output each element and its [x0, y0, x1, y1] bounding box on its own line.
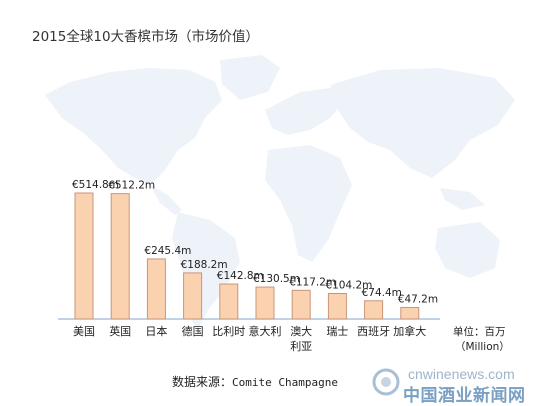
data-label: €104.2m [325, 279, 372, 291]
unit-label: 单位：百万 [453, 325, 506, 338]
data-label: €117.2m [289, 276, 336, 288]
category-label: 意大利 [249, 324, 282, 338]
data-label: €74.4m [362, 287, 402, 299]
category-label: 瑞士 [326, 324, 348, 338]
bar [219, 283, 239, 320]
category-label: 利亚 [290, 340, 312, 353]
category-label: 加拿大 [393, 324, 426, 338]
data-label: €188.2m [181, 259, 228, 271]
category-label: 德国 [182, 324, 204, 338]
watermark-name: 中国酒业新闻网 [403, 386, 526, 406]
bar [110, 193, 130, 320]
bar [291, 289, 311, 320]
unit-label: （Million） [455, 341, 510, 353]
bar [364, 300, 384, 320]
category-label: 西班牙 [357, 325, 390, 338]
bar [183, 272, 203, 320]
chart-title: 2015全球10大香槟市场（市场价值） [32, 29, 260, 45]
bar [74, 192, 94, 320]
data-label: €47.2m [398, 293, 438, 305]
bar [400, 306, 420, 320]
data-label: €142.8m [217, 270, 264, 282]
category-label: 比利时 [212, 325, 245, 338]
bar [255, 286, 275, 320]
category-label: 澳大 [290, 324, 312, 338]
bar [146, 258, 166, 320]
source-note: 数据来源：Comite Champagne [172, 373, 338, 390]
category-label: 日本 [145, 324, 167, 338]
bar [327, 292, 347, 320]
watermark-logo-icon [372, 368, 400, 396]
category-label: 美国 [73, 325, 95, 338]
source-name: Comite Champagne [232, 376, 338, 389]
watermark-url: cnwinenews.com [408, 366, 515, 382]
category-label: 英国 [109, 324, 131, 338]
data-label: €514.8m [72, 179, 119, 191]
source-prefix: 数据来源： [172, 375, 233, 389]
data-label: €130.5m [253, 273, 300, 285]
data-label: €512.2m [108, 180, 155, 192]
data-label: €245.4m [144, 245, 191, 257]
